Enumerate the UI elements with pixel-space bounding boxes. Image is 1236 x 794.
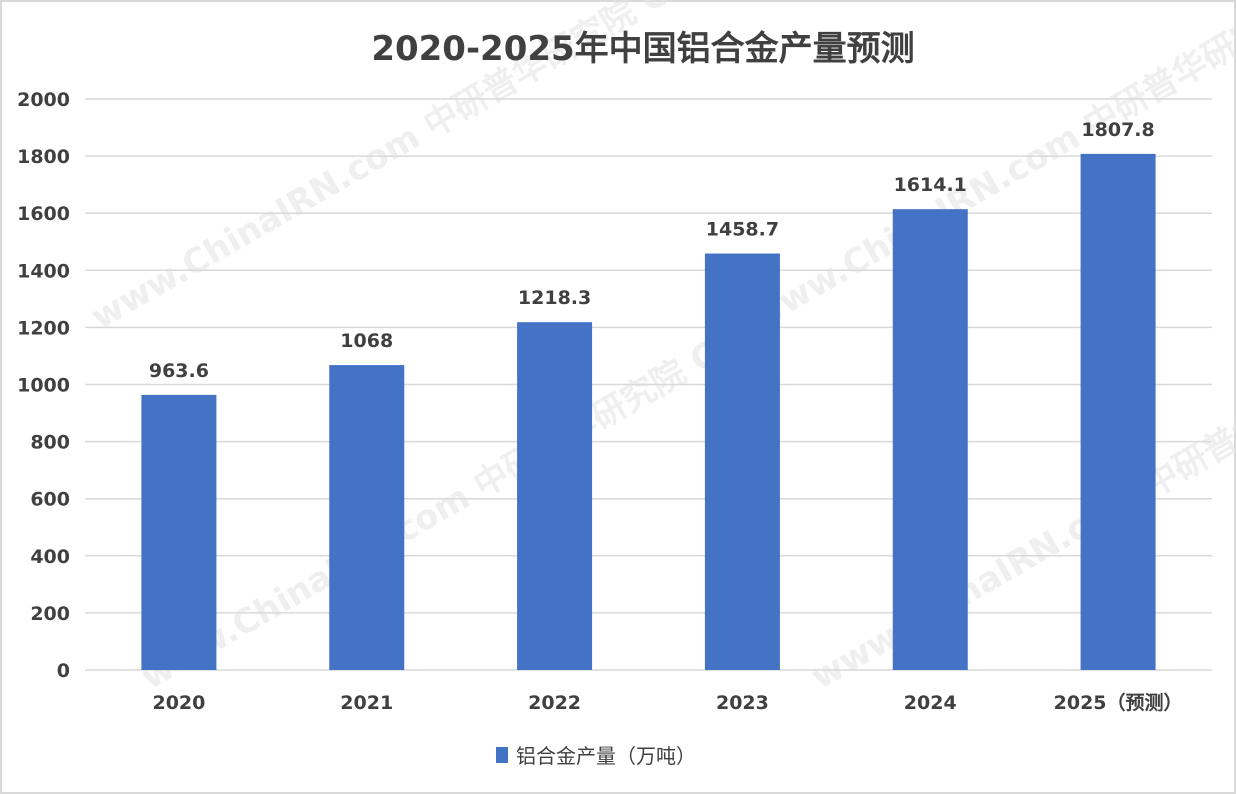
y-tick-label: 800 xyxy=(30,432,70,454)
bar xyxy=(517,322,593,670)
data-label: 1218.3 xyxy=(518,287,591,309)
bar xyxy=(892,209,968,671)
gridlines: 0 200 400 600 800 1000 1200 1400 1600 1800 2000 xyxy=(17,89,1212,682)
data-label: 1068 xyxy=(340,330,393,352)
y-tick-label: 1000 xyxy=(17,375,70,397)
chart-title: 2020-2025年中国铝合金产量预测 xyxy=(371,29,914,69)
y-tick-label: 2000 xyxy=(17,89,70,111)
bar xyxy=(1080,153,1156,670)
y-tick-label: 1400 xyxy=(17,260,70,282)
x-axis-ticks: 2020 2021 2022 2023 2024 2025（预测） xyxy=(152,691,1182,714)
x-tick-label: 2024 xyxy=(904,692,957,714)
x-tick-label: 2020 xyxy=(152,692,205,714)
bar xyxy=(141,394,217,670)
x-tick-label: 2023 xyxy=(716,692,769,714)
data-label: 1807.8 xyxy=(1081,119,1154,141)
y-tick-label: 1200 xyxy=(17,317,70,339)
legend: 铝合金产量（万吨） xyxy=(496,744,696,768)
y-tick-label: 1600 xyxy=(17,203,70,225)
x-tick-label: 2021 xyxy=(340,692,393,714)
x-tick-label: 2022 xyxy=(528,692,581,714)
y-tick-label: 200 xyxy=(30,603,70,625)
x-tick-label: 2025（预测） xyxy=(1054,691,1183,714)
y-tick-label: 0 xyxy=(57,660,70,682)
watermark: www.ChinaIRN.com 中研普华研究院 CIRNwww.ChinaIR… xyxy=(85,0,1236,698)
data-label: 1458.7 xyxy=(706,219,779,241)
y-tick-label: 1800 xyxy=(17,146,70,168)
bar xyxy=(329,365,405,670)
y-tick-label: 600 xyxy=(30,489,70,511)
y-tick-label: 400 xyxy=(30,546,70,568)
data-label: 963.6 xyxy=(149,360,209,382)
bars: 963.6 1068 1218.3 1458.7 1614.1 1807.8 xyxy=(141,119,1156,671)
data-label: 1614.1 xyxy=(894,174,967,196)
bar xyxy=(704,253,780,671)
legend-label: 铝合金产量（万吨） xyxy=(516,744,696,768)
legend-swatch xyxy=(496,747,508,763)
